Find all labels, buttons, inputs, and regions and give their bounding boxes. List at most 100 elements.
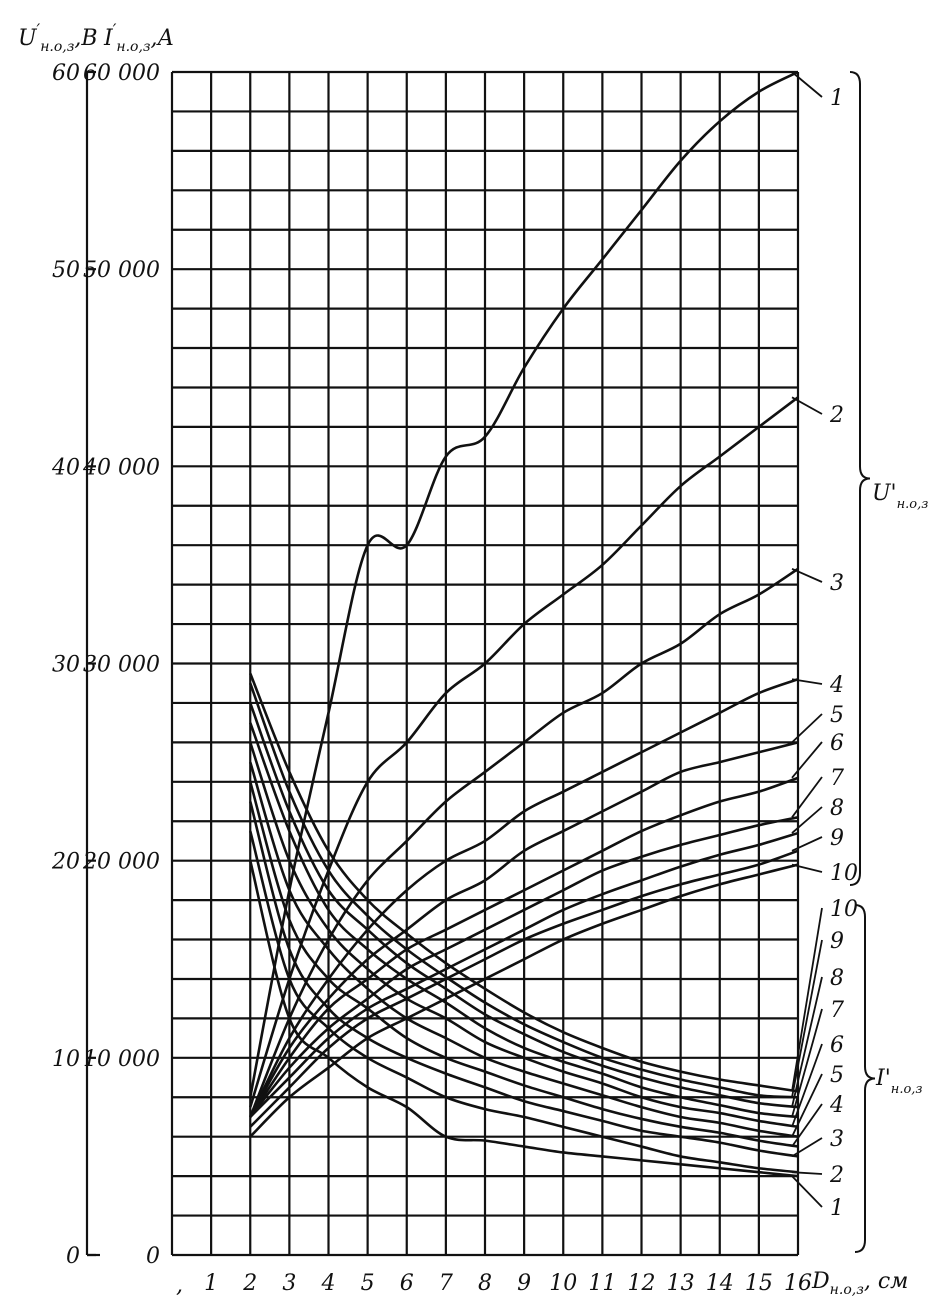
u-series-10-label: 10 <box>830 861 858 886</box>
u-series-1-leader <box>791 71 823 98</box>
i-tick-label: 10 000 <box>83 1047 160 1072</box>
u-series-5-leader <box>791 713 823 744</box>
i-series-7-label: 7 <box>830 998 844 1023</box>
u-series-3-leader <box>791 568 823 583</box>
u-series-1-label: 1 <box>830 86 844 111</box>
x-tick-label: 5 <box>361 1271 375 1296</box>
u-series-2-label: 2 <box>829 403 844 428</box>
u-series-10-leader <box>791 863 823 873</box>
u-series-8-label: 8 <box>830 796 844 821</box>
i-tick-label: 0 <box>146 1244 160 1269</box>
i-series-4-label: 4 <box>829 1093 844 1118</box>
i-series-9-label: 9 <box>830 929 844 954</box>
x-tick-label: 9 <box>517 1271 531 1296</box>
u-series-6-line <box>249 776 799 1118</box>
i-series-1-leader <box>791 1175 823 1208</box>
u-series-1-line <box>248 70 799 1098</box>
i-tick-label: 40 000 <box>82 455 160 480</box>
u-series-9-label: 9 <box>830 826 844 851</box>
u-tick-label: 50 <box>52 258 80 283</box>
curves <box>248 70 799 1178</box>
i-group-brace <box>854 904 876 1253</box>
u-group-label: U'н.о,з <box>872 481 928 512</box>
i-series-3-leader <box>791 1137 823 1158</box>
i-tick-label: 60 000 <box>83 61 160 86</box>
i-series-7-line <box>249 722 799 1119</box>
u-series-9-leader <box>791 836 823 852</box>
u-series-8-line <box>249 831 799 1118</box>
x-tick-label: 13 <box>667 1271 695 1296</box>
i-series-4-leader <box>791 1103 823 1148</box>
x-tick-label: 14 <box>706 1271 734 1296</box>
x-tick-label: 1 <box>204 1271 218 1296</box>
x-axis-title: Dн.о,з, см <box>811 1269 908 1298</box>
i-series-10-label: 10 <box>830 897 858 922</box>
u-series-3-line <box>249 567 799 1118</box>
i-tick-label: 30 000 <box>83 653 160 678</box>
x-tick-label: 10 <box>549 1271 577 1296</box>
u-group-brace <box>849 71 871 886</box>
u-tick-label: 40 <box>51 455 80 480</box>
u-series-7-label: 7 <box>830 766 844 791</box>
u-tick-label: 0 <box>66 1244 80 1269</box>
i-series-8-label: 8 <box>830 966 844 991</box>
i-series-9-line <box>249 682 799 1099</box>
i-tick-label: 50 000 <box>83 258 160 283</box>
i-series-5-label: 5 <box>830 1063 844 1088</box>
u-series-8-leader <box>791 806 823 834</box>
x-tick-label: 11 <box>588 1271 616 1296</box>
x-tick-label: 2 <box>242 1271 257 1296</box>
i-series-5-leader <box>791 1073 823 1138</box>
u-series-7-leader <box>791 776 823 818</box>
i-axis-title: I′н.о,з,А <box>103 20 174 55</box>
u-series-4-label: 4 <box>829 673 844 698</box>
x-tick-label: 3 <box>282 1271 296 1296</box>
i-series-6-line <box>249 741 799 1129</box>
curve-labels: 1 2 3 4 5 6 7 8 9 10 1 2 3 4 5 6 7 8 9 10 <box>791 71 858 1221</box>
u-tick-label: 60 <box>52 61 80 86</box>
i-series-6-label: 6 <box>830 1033 844 1058</box>
x-tick-label: 16 <box>784 1271 812 1296</box>
u-series-2-leader <box>791 396 823 415</box>
x-tick-label: 15 <box>745 1271 773 1296</box>
i-series-10-line <box>249 672 799 1093</box>
u-tick-label: 30 <box>52 653 80 678</box>
i-series-3-label: 3 <box>830 1127 844 1152</box>
u-series-5-line <box>249 741 799 1118</box>
i-series-2-line <box>248 830 799 1174</box>
u-tick-label: 20 <box>51 850 80 875</box>
i-series-8-leader <box>791 976 823 1108</box>
x-tick-label: 8 <box>478 1271 492 1296</box>
i-tick-label: 20 000 <box>82 850 160 875</box>
u-series-6-leader <box>791 741 823 779</box>
group-brackets <box>849 71 876 1253</box>
grid <box>85 70 800 1257</box>
x-tick-label: 7 <box>439 1271 453 1296</box>
i-series-2-leader <box>791 1171 823 1175</box>
x-origin-mark: , <box>176 1273 183 1298</box>
i-series-7-leader <box>791 1008 823 1118</box>
i-series-1-label: 1 <box>830 1196 844 1221</box>
u-axis-title: U′н.о,з,В <box>18 20 98 55</box>
u-series-5-label: 5 <box>830 703 844 728</box>
x-tick-label: 4 <box>321 1271 336 1296</box>
i-series-5-line <box>249 761 799 1138</box>
u-series-2-line <box>249 396 799 1108</box>
i-series-3-line <box>248 801 799 1158</box>
i-series-10-leader <box>791 907 823 1092</box>
x-tick-label: 6 <box>400 1271 414 1296</box>
u-tick-label: 10 <box>52 1047 80 1072</box>
u-series-4-leader <box>791 678 823 685</box>
u-series-6-label: 6 <box>830 731 844 756</box>
i-group-label: I'н.о,з <box>875 1066 923 1097</box>
u-series-10-line <box>249 863 799 1138</box>
i-series-1-line <box>248 860 799 1178</box>
x-tick-label: 12 <box>628 1271 656 1296</box>
i-series-6-leader <box>791 1043 823 1128</box>
i-series-2-label: 2 <box>829 1163 844 1188</box>
i-series-8-line <box>249 702 799 1109</box>
i-series-4-line <box>248 781 799 1148</box>
